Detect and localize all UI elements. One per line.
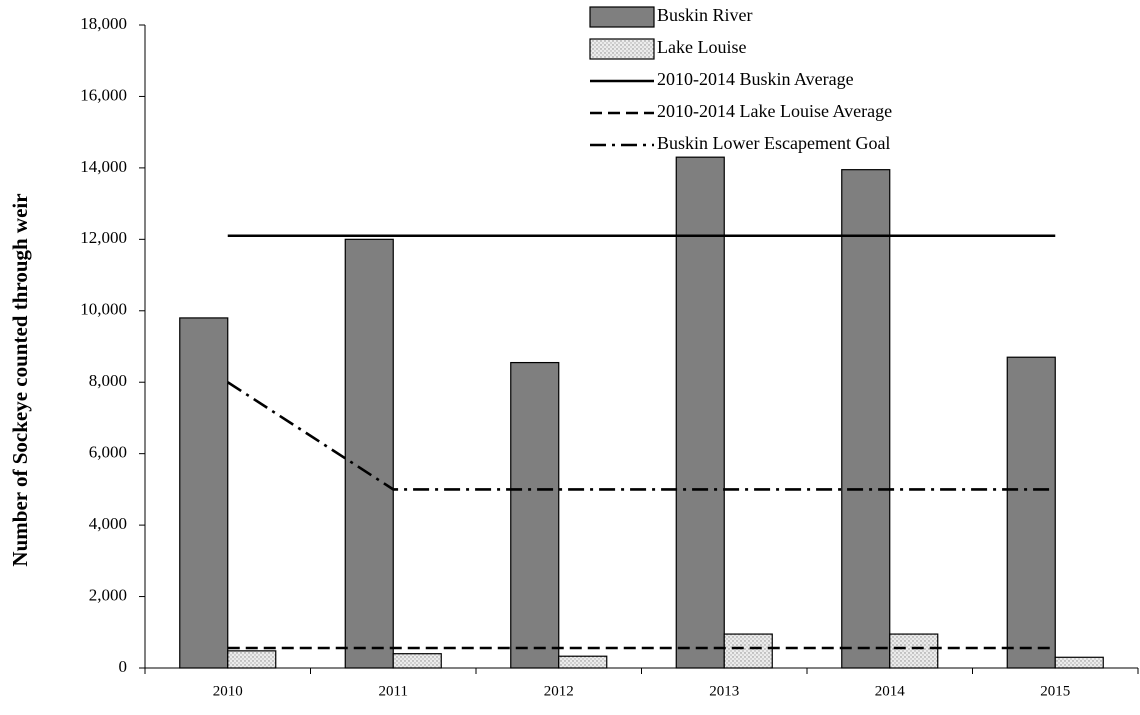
bar (841, 169, 891, 669)
legend-swatch (589, 38, 655, 60)
bar (344, 238, 394, 669)
y-tick-label: 12,000 (80, 228, 127, 247)
bar (510, 361, 560, 669)
bar (392, 653, 442, 669)
legend-label: 2010-2014 Buskin Average (657, 69, 854, 89)
bar (723, 633, 773, 669)
y-tick-label: 8,000 (89, 371, 127, 390)
y-tick-label: 6,000 (89, 443, 127, 462)
x-tick-label: 2010 (213, 683, 243, 699)
x-tick-label: 2013 (709, 683, 739, 699)
y-tick-label: 16,000 (80, 85, 127, 104)
legend-label: Buskin River (657, 5, 753, 25)
line (227, 381, 1056, 491)
y-tick-label: 2,000 (89, 585, 127, 604)
bar (675, 156, 725, 669)
y-tick-label: 0 (119, 657, 128, 676)
x-tick-label: 2015 (1040, 683, 1070, 699)
y-tick-label: 18,000 (80, 14, 127, 33)
x-tick-label: 2014 (875, 683, 906, 699)
bar (1054, 656, 1104, 669)
legend-swatch (589, 6, 655, 28)
bar (227, 650, 277, 669)
legend-label: 2010-2014 Lake Louise Average (657, 101, 892, 121)
legend-label: Buskin Lower Escapement Goal (657, 133, 890, 153)
bar (558, 655, 608, 669)
bar (1006, 356, 1056, 669)
legend-label: Lake Louise (657, 37, 746, 57)
y-tick-label: 14,000 (80, 157, 127, 176)
y-tick-label: 10,000 (80, 300, 127, 319)
bar (179, 317, 229, 669)
y-axis-label: Number of Sockeye counted through weir (8, 193, 32, 566)
x-tick-label: 2011 (379, 683, 408, 699)
y-tick-label: 4,000 (89, 514, 127, 533)
x-tick-label: 2012 (544, 683, 574, 699)
bar (889, 633, 939, 669)
